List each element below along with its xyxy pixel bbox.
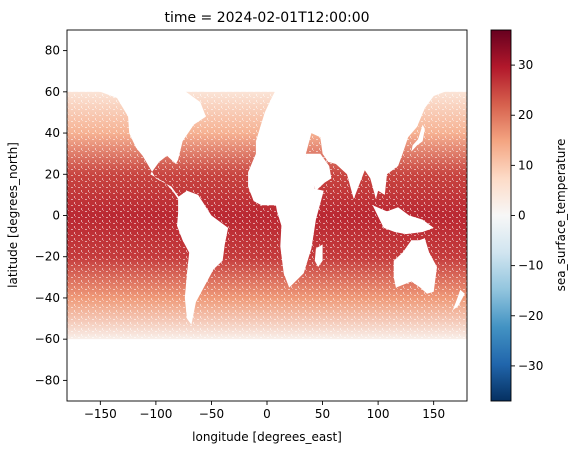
x-tick-label: 100 <box>367 407 390 421</box>
land-madagascar <box>314 244 323 267</box>
land-asia <box>298 58 465 200</box>
y-tick-label: 40 <box>45 126 60 140</box>
land-japan <box>411 124 425 152</box>
colorbar: −30 −20 −10 0 10 20 30 sea_surface_temperature <box>490 29 568 402</box>
colorbar-ticks: −30 −20 −10 0 10 20 30 <box>511 58 543 373</box>
colorbar-tick-label: 10 <box>518 158 533 172</box>
colorbar-tick-label: −20 <box>518 309 543 323</box>
colorbar-tick-label: 0 <box>518 209 526 223</box>
y-tick-label: −20 <box>35 250 60 264</box>
y-tick-label: 80 <box>45 44 60 58</box>
x-tick-label: −150 <box>84 407 117 421</box>
land-new-zealand <box>452 289 465 311</box>
colorbar-tick-label: 20 <box>518 108 533 122</box>
colorbar-label: sea_surface_temperature <box>554 139 568 292</box>
y-tick-label: −40 <box>35 291 60 305</box>
x-tick-label: 50 <box>315 407 330 421</box>
y-tick-label: 0 <box>52 209 60 223</box>
x-tick-label: 0 <box>263 407 271 421</box>
colorbar-tick-label: −10 <box>518 259 543 273</box>
land-mask <box>67 42 467 401</box>
y-tick-label: 60 <box>45 85 60 99</box>
x-tick-label: −100 <box>139 407 172 421</box>
land-indonesia <box>372 205 434 235</box>
chart-title: time = 2024-02-01T12:00:00 <box>164 10 369 26</box>
colorbar-tick-label: −30 <box>518 359 543 373</box>
land-south-america <box>177 190 229 325</box>
land-arabia <box>305 153 332 191</box>
y-tick-label: 20 <box>45 167 60 181</box>
x-tick-label: 150 <box>422 407 445 421</box>
land-australia <box>393 238 437 294</box>
x-axis-label: longitude [degrees_east] <box>192 430 342 444</box>
y-tick-label: −60 <box>35 332 60 346</box>
land-antarctica <box>67 347 467 401</box>
x-tick-label: −50 <box>199 407 224 421</box>
land-north-america <box>80 67 206 199</box>
y-axis: −80 −60 −40 −20 0 20 40 60 80 <box>35 44 67 387</box>
x-axis: −150 −100 −50 0 50 100 150 <box>84 401 445 421</box>
land-greenland <box>187 42 247 92</box>
y-tick-label: −80 <box>35 373 60 387</box>
y-axis-label: latitude [degrees_north] <box>6 142 20 288</box>
plot-area <box>67 30 467 401</box>
colorbar-tick-label: 30 <box>518 58 533 72</box>
colorbar-gradient <box>491 30 511 401</box>
